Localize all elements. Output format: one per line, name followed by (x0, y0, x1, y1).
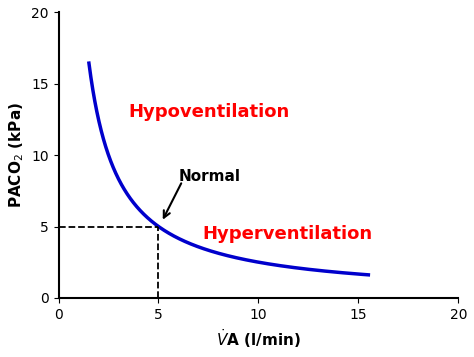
Text: Normal: Normal (179, 169, 240, 184)
Text: Hyperventilation: Hyperventilation (202, 225, 373, 243)
Y-axis label: PACO$_2$ (kPa): PACO$_2$ (kPa) (7, 102, 26, 208)
Text: Hypoventilation: Hypoventilation (128, 103, 290, 121)
X-axis label: $\dot{V}$A (l/min): $\dot{V}$A (l/min) (216, 327, 301, 350)
